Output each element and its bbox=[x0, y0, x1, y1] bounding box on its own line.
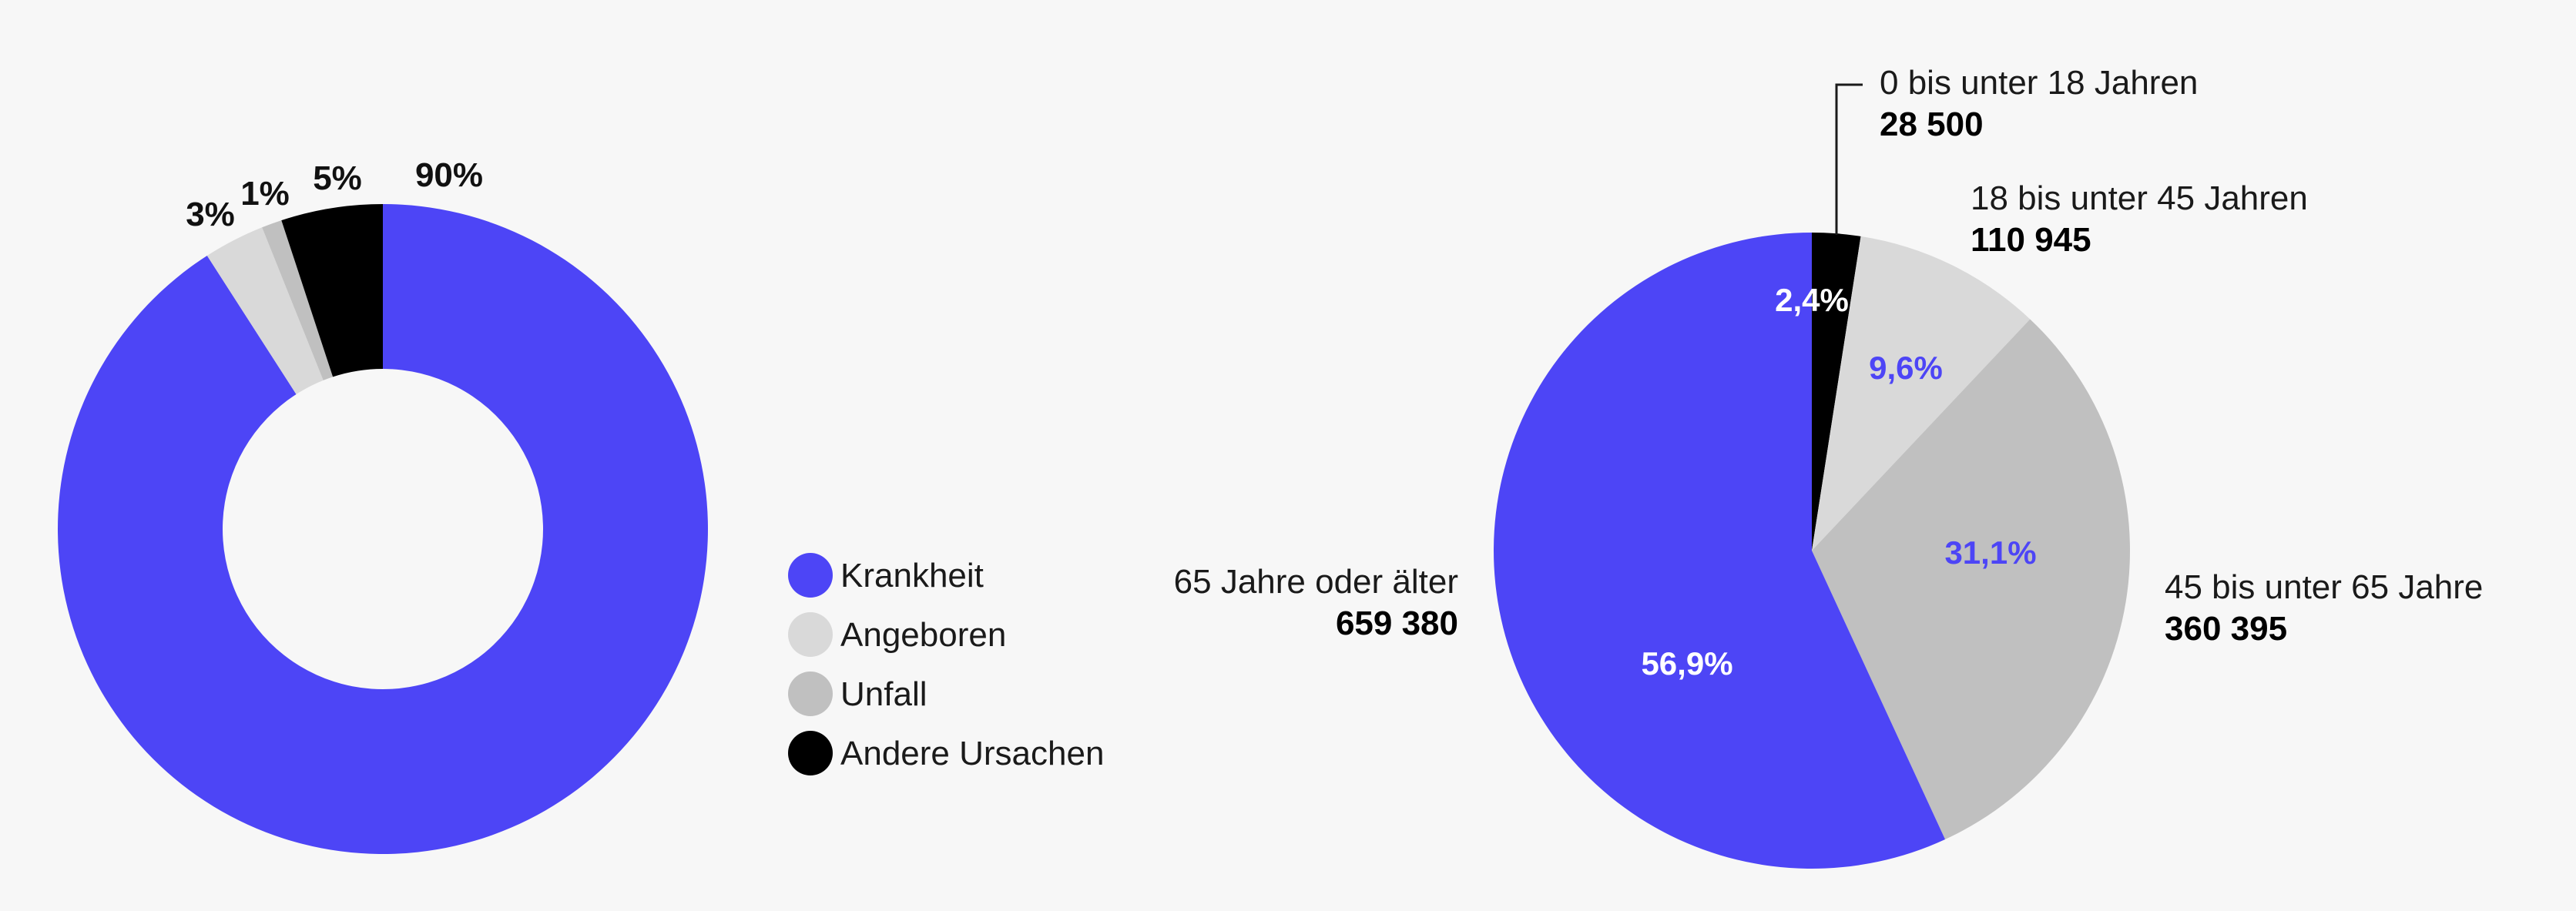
pie-slice-65-jahre-oder-aelter bbox=[1494, 233, 1946, 869]
donut-slice-andere-ursachen bbox=[281, 204, 383, 377]
pie-category-label-0-bis-unter-18-jahren: 0 bis unter 18 Jahren bbox=[1880, 64, 2198, 102]
legend-swatch-krankheit bbox=[788, 553, 833, 598]
donut-label-krankheit: 90% bbox=[415, 156, 483, 194]
pie-percent-18-bis-unter-45-jahren: 9,6% bbox=[1869, 350, 1943, 386]
donut-label-unfall: 1% bbox=[240, 175, 290, 213]
donut-legend: Krankheit Angeboren Unfall Andere Ursachen bbox=[788, 553, 1104, 775]
pie-value-label-65-jahre-oder-aelter: 659 380 bbox=[1336, 605, 1458, 642]
pie-leader-line bbox=[1835, 83, 1863, 235]
pie-slice-45-bis-unter-65-jahre bbox=[1812, 319, 2130, 839]
age-pie-chart: 2,4% 9,6% 31,1% 56,9% 0 bis unter 18 Jahren 2… bbox=[1174, 64, 2483, 869]
donut-label-andere-ursachen: 5% bbox=[313, 159, 362, 197]
pie-slice-0-bis-unter-18-jahren bbox=[1812, 233, 1861, 551]
pie-value-label-0-bis-unter-18-jahren: 28 500 bbox=[1880, 106, 1984, 143]
donut-slice-krankheit bbox=[58, 204, 709, 854]
pie-percent-65-jahre-oder-aelter: 56,9% bbox=[1641, 645, 1732, 682]
pie-value-label-18-bis-unter-45-jahren: 110 945 bbox=[1971, 221, 2091, 259]
legend-swatch-angeboren bbox=[788, 612, 833, 657]
legend-label-angeboren: Angeboren bbox=[840, 616, 1006, 654]
pie-category-label-45-bis-unter-65-jahre: 45 bis unter 65 Jahre bbox=[2165, 568, 2483, 606]
legend-label-andere-ursachen: Andere Ursachen bbox=[840, 735, 1104, 772]
donut-slice-unfall bbox=[262, 220, 334, 380]
pie-value-label-45-bis-unter-65-jahre: 360 395 bbox=[2165, 610, 2287, 648]
pie-percent-45-bis-unter-65-jahre: 31,1% bbox=[1944, 534, 2036, 571]
donut-label-angeboren: 3% bbox=[186, 196, 235, 233]
pie-percent-0-bis-unter-18-jahren: 2,4% bbox=[1775, 282, 1849, 318]
legend-swatch-unfall bbox=[788, 672, 833, 716]
legend-label-krankheit: Krankheit bbox=[840, 557, 984, 594]
pie-category-label-18-bis-unter-45-jahren: 18 bis unter 45 Jahren bbox=[1971, 179, 2308, 217]
pie-slice-18-bis-unter-45-jahren bbox=[1812, 236, 2031, 551]
legend-swatch-andere-ursachen bbox=[788, 731, 833, 775]
donut-chart: 90% 3%1% 5% bbox=[58, 156, 709, 854]
pie-category-label-65-jahre-oder-aelter: 65 Jahre oder älter bbox=[1174, 563, 1458, 601]
legend-label-unfall: Unfall bbox=[840, 675, 927, 713]
donut-slice-angeboren bbox=[206, 227, 324, 395]
